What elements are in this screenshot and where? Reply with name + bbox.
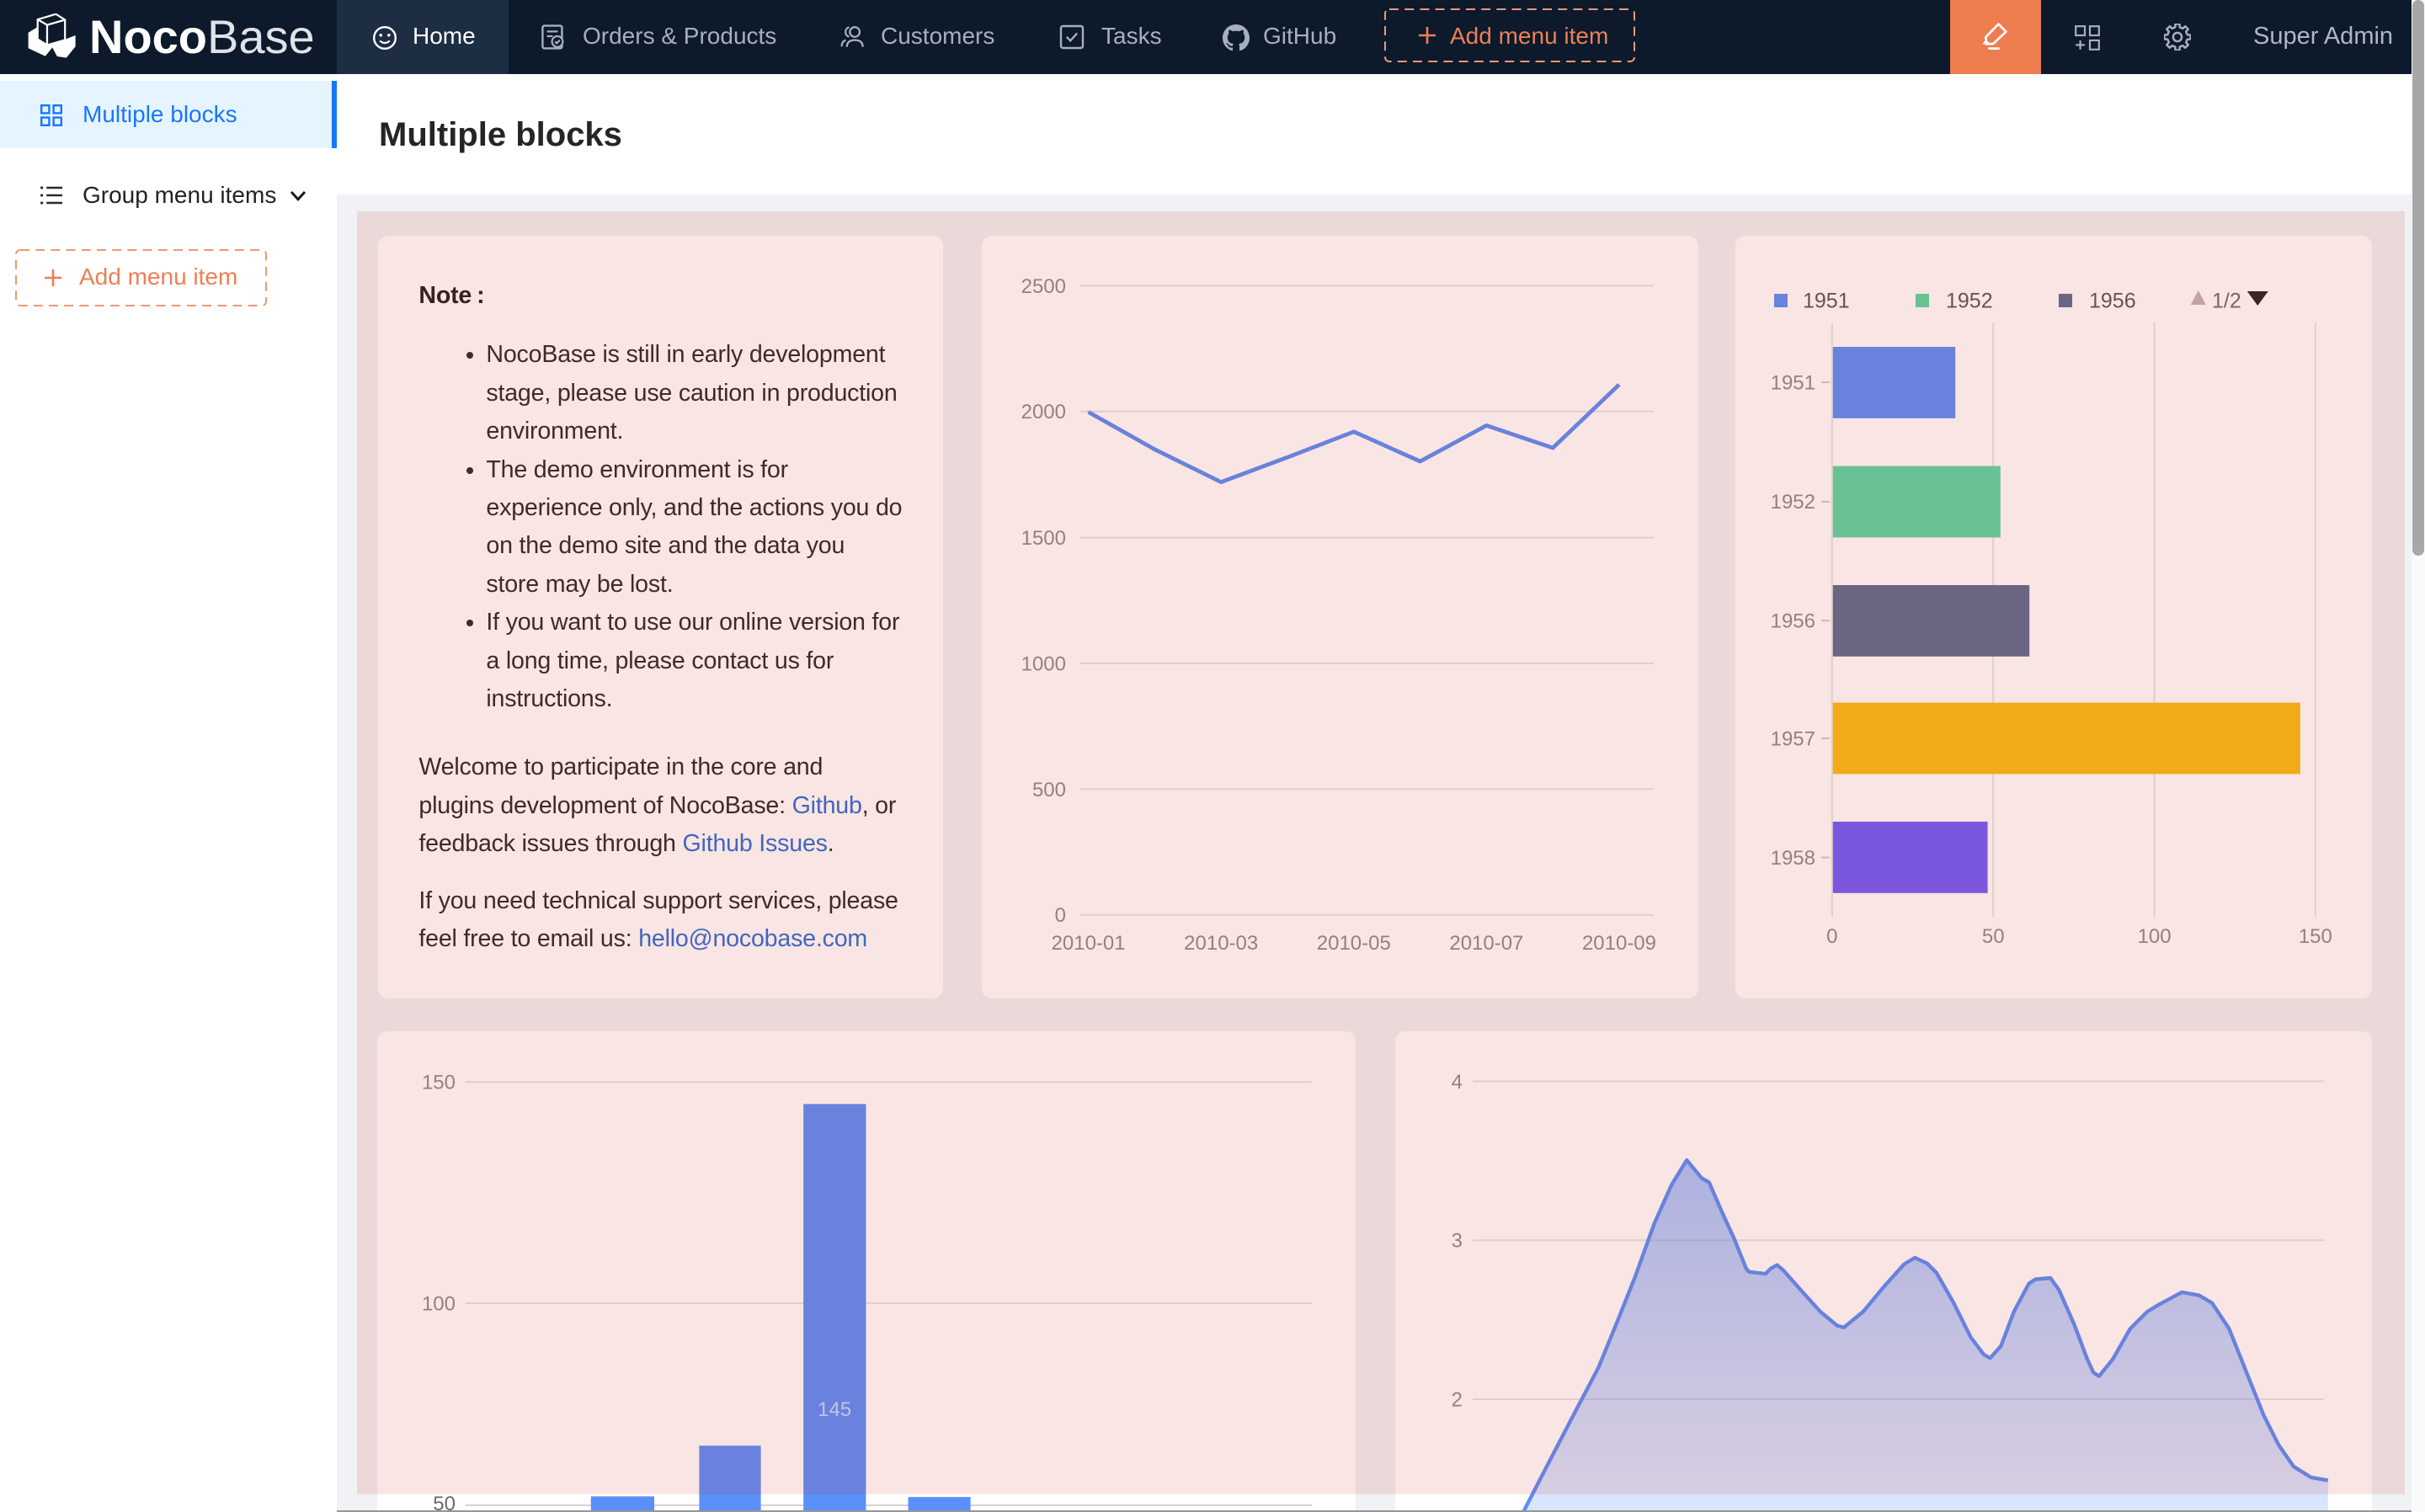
svg-text:100: 100 bbox=[2138, 925, 2172, 948]
svg-text:1951: 1951 bbox=[1803, 290, 1850, 313]
svg-text:1951: 1951 bbox=[1771, 371, 1815, 394]
svg-text:3: 3 bbox=[1451, 1230, 1462, 1253]
svg-text:100: 100 bbox=[422, 1292, 456, 1315]
svg-text:1957: 1957 bbox=[1771, 727, 1815, 750]
svg-text:500: 500 bbox=[1032, 779, 1066, 801]
svg-text:1956: 1956 bbox=[2089, 290, 2136, 313]
svg-text:1000: 1000 bbox=[1021, 652, 1066, 675]
svg-text:2010-09: 2010-09 bbox=[1582, 932, 1656, 955]
svg-text:1956: 1956 bbox=[1771, 610, 1815, 633]
svg-text:50: 50 bbox=[434, 1493, 456, 1512]
svg-text:1952: 1952 bbox=[1946, 290, 1993, 313]
svg-text:2010-03: 2010-03 bbox=[1184, 932, 1258, 955]
svg-text:4: 4 bbox=[1451, 1071, 1462, 1094]
svg-text:2000: 2000 bbox=[1021, 401, 1066, 423]
svg-text:2010-07: 2010-07 bbox=[1449, 932, 1523, 955]
svg-text:1500: 1500 bbox=[1021, 527, 1066, 550]
svg-text:145: 145 bbox=[818, 1398, 852, 1421]
svg-text:1958: 1958 bbox=[1771, 847, 1815, 870]
svg-text:2500: 2500 bbox=[1021, 275, 1066, 298]
svg-text:1/2: 1/2 bbox=[2212, 290, 2241, 313]
svg-text:150: 150 bbox=[2299, 925, 2332, 948]
svg-text:2: 2 bbox=[1451, 1388, 1462, 1411]
svg-text:50: 50 bbox=[1982, 925, 2005, 948]
svg-text:0: 0 bbox=[1826, 925, 1837, 948]
svg-text:2010-01: 2010-01 bbox=[1052, 932, 1126, 955]
svg-text:1952: 1952 bbox=[1771, 491, 1815, 514]
svg-text:0: 0 bbox=[1055, 904, 1066, 927]
svg-text:150: 150 bbox=[422, 1072, 456, 1094]
svg-text:2010-05: 2010-05 bbox=[1317, 932, 1391, 955]
